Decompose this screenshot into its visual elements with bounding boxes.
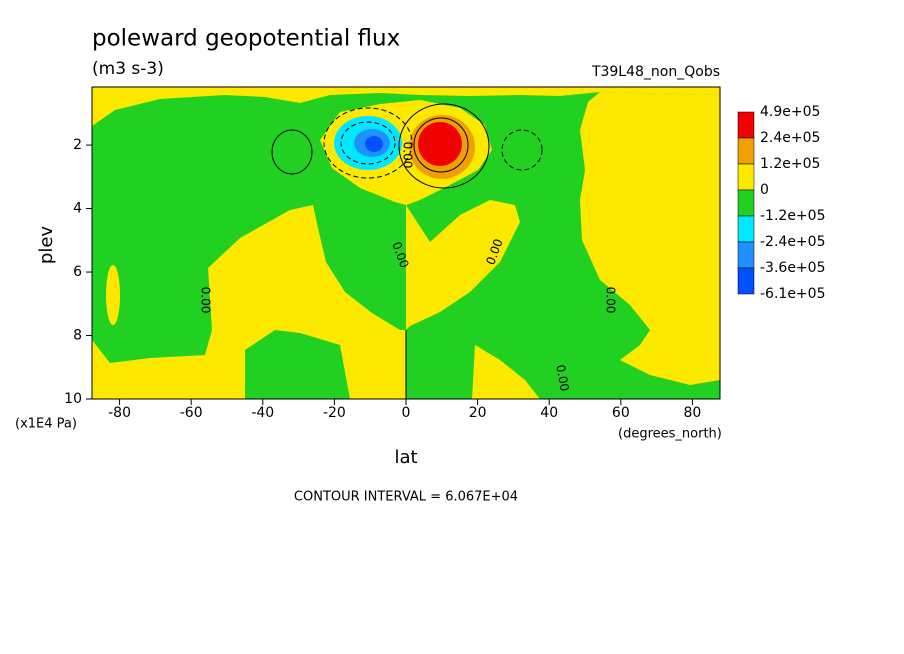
y-tick-label: 10: [64, 391, 82, 407]
y-axis-label: plev: [36, 226, 57, 265]
x-tick-label: 80: [684, 405, 702, 421]
contour-line: [340, 121, 396, 165]
contour-line: [501, 129, 543, 171]
field-region: [580, 92, 720, 385]
x-tick-label: 20: [469, 405, 487, 421]
contour-label: 0.00: [401, 142, 415, 169]
x-units: (degrees_north): [618, 427, 722, 442]
x-tick-label: 60: [612, 405, 630, 421]
x-tick-label: 40: [540, 405, 558, 421]
colorbar-box: [737, 189, 755, 217]
field-region: [365, 136, 383, 152]
contour-line: [398, 103, 490, 189]
colorbar-label: -1.2e+05: [760, 208, 825, 224]
field-region: [92, 205, 406, 399]
contour-line: [271, 129, 313, 175]
field-region: [472, 345, 540, 399]
colorbar-box: [737, 163, 755, 191]
colorbar-box: [737, 241, 755, 269]
colorbar-box: [737, 267, 755, 295]
contour-line: [413, 117, 469, 173]
colorbar-box: [737, 137, 755, 165]
chart-subtitle: (m3 s-3): [92, 59, 164, 79]
colorbar-label: 4.9e+05: [760, 104, 820, 120]
chart-title: poleward geopotential flux: [92, 26, 400, 52]
field-region: [406, 200, 520, 330]
y-units: (x1E4 Pa): [15, 417, 77, 432]
colorbar-label: -6.1e+05: [760, 286, 825, 302]
contour-field: [92, 87, 720, 399]
contour-line: [323, 107, 413, 179]
x-tick-label: -60: [180, 405, 203, 421]
field-region: [92, 87, 720, 126]
x-tick-label: -40: [251, 405, 274, 421]
run-label: T39L48_non_Qobs: [591, 64, 720, 80]
contour-interval: CONTOUR INTERVAL = 6.067E+04: [294, 490, 518, 505]
y-tick-label: 4: [73, 201, 82, 217]
colorbar-label: -2.4e+05: [760, 234, 825, 250]
colorbar-label: -3.6e+05: [760, 260, 825, 276]
x-axis-label: lat: [394, 447, 417, 468]
y-tick-label: 8: [73, 328, 82, 344]
field-region: [418, 122, 462, 166]
y-tick-label: 6: [73, 264, 82, 280]
x-tick-label: 0: [402, 405, 411, 421]
colorbar-box: [737, 111, 755, 139]
contour-label: 0.00: [199, 287, 213, 314]
contour-label: 0.00: [553, 364, 571, 393]
colorbar-label: 0: [760, 182, 769, 198]
y-tick-label: 2: [73, 137, 82, 153]
field-region: [106, 265, 120, 325]
colorbar-label: 1.2e+05: [760, 156, 820, 172]
x-tick-label: -20: [323, 405, 346, 421]
contour-label: 0.00: [604, 287, 618, 314]
colorbar-box: [737, 215, 755, 243]
colorbar-label: 2.4e+05: [760, 130, 820, 146]
x-tick-label: -80: [108, 405, 131, 421]
